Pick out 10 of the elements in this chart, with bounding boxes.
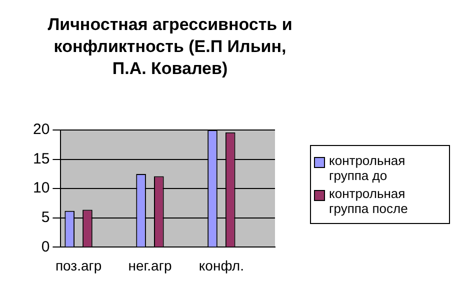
y-tick-label: 15 bbox=[32, 150, 50, 168]
x-tick-label: поз.агр bbox=[55, 257, 102, 274]
y-tick-label: 10 bbox=[32, 180, 50, 197]
chart-title: Личностная агрессивность и конфликтность (Е.П Ильин, П.А. Ковалев) bbox=[46, 14, 294, 80]
y-tick-label: 5 bbox=[41, 209, 50, 226]
y-tick-label: 20 bbox=[32, 121, 50, 138]
x-tick-label: конфл. bbox=[198, 257, 244, 274]
y-tick-label: 0 bbox=[41, 238, 50, 256]
legend-label: контрольная группа после bbox=[329, 186, 409, 216]
x-tick-label: нег.агр bbox=[128, 257, 172, 274]
